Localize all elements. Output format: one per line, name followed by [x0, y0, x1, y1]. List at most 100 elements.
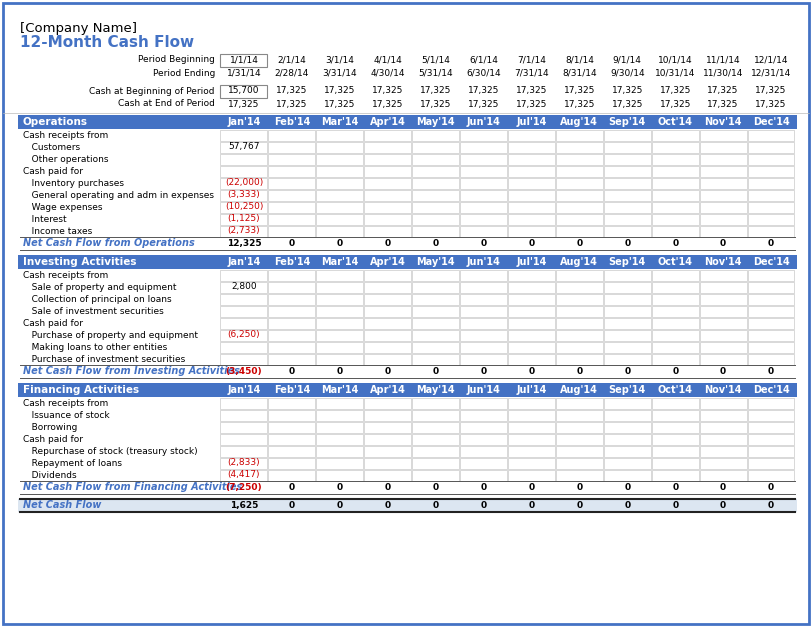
Bar	[603, 201, 650, 213]
Text: Operations: Operations	[23, 117, 88, 127]
Text: Jan'14: Jan'14	[227, 117, 260, 127]
Bar	[603, 446, 650, 456]
Bar	[747, 433, 793, 445]
Text: (22,000): (22,000)	[225, 179, 263, 187]
Text: Apr'14: Apr'14	[369, 117, 406, 127]
Bar	[18, 115, 796, 129]
Bar	[508, 177, 554, 189]
Text: Aug'14: Aug'14	[560, 385, 598, 395]
Text: 0: 0	[576, 367, 581, 376]
Bar	[364, 354, 410, 364]
Bar	[364, 270, 410, 280]
Bar	[556, 433, 602, 445]
Bar	[651, 130, 697, 140]
Bar	[747, 201, 793, 213]
Bar	[268, 201, 315, 213]
Text: 0: 0	[384, 483, 390, 492]
Text: 11/30/14: 11/30/14	[702, 68, 742, 78]
Bar	[603, 154, 650, 164]
Bar	[747, 470, 793, 480]
Bar	[651, 154, 697, 164]
Text: 17,325: 17,325	[515, 100, 547, 108]
Bar	[316, 177, 363, 189]
Text: 2,800: 2,800	[231, 283, 256, 292]
Bar	[460, 470, 506, 480]
Bar	[699, 446, 745, 456]
Bar	[412, 142, 458, 152]
Bar	[651, 189, 697, 201]
Bar	[603, 354, 650, 364]
Text: Nov'14: Nov'14	[703, 117, 741, 127]
Text: Cash paid for: Cash paid for	[23, 167, 83, 176]
Text: 5/31/14: 5/31/14	[418, 68, 453, 78]
Bar	[268, 398, 315, 409]
Text: Mar'14: Mar'14	[320, 257, 358, 267]
Text: Cash at Beginning of Period: Cash at Beginning of Period	[89, 87, 215, 95]
Bar	[508, 226, 554, 236]
Text: Feb'14: Feb'14	[273, 257, 310, 267]
Bar	[316, 433, 363, 445]
Text: 12/1/14: 12/1/14	[753, 56, 787, 65]
Bar	[316, 421, 363, 433]
Bar	[221, 177, 267, 189]
Text: Purchase of investment securities: Purchase of investment securities	[23, 354, 185, 364]
Bar	[747, 154, 793, 164]
Bar	[460, 293, 506, 305]
Text: 17,325: 17,325	[706, 87, 738, 95]
Text: 9/1/14: 9/1/14	[612, 56, 641, 65]
Bar	[460, 201, 506, 213]
Text: Jun'14: Jun'14	[466, 385, 500, 395]
Text: 17,325: 17,325	[706, 100, 738, 108]
Text: 9/30/14: 9/30/14	[609, 68, 644, 78]
Text: Period Beginning: Period Beginning	[138, 56, 215, 65]
Bar	[556, 201, 602, 213]
Bar	[460, 433, 506, 445]
Bar	[18, 383, 796, 397]
Text: 0: 0	[480, 483, 486, 492]
Text: Making loans to other entities: Making loans to other entities	[23, 342, 167, 352]
Bar	[651, 201, 697, 213]
Text: 1,625: 1,625	[230, 501, 258, 510]
Bar	[460, 270, 506, 280]
Text: 0: 0	[528, 483, 534, 492]
Bar	[221, 130, 267, 140]
Bar	[268, 421, 315, 433]
Bar	[603, 166, 650, 176]
Bar	[412, 177, 458, 189]
Text: 0: 0	[767, 501, 773, 510]
Text: 0: 0	[624, 367, 629, 376]
Bar	[364, 201, 410, 213]
Text: Jul'14: Jul'14	[516, 257, 546, 267]
Text: 0: 0	[624, 501, 629, 510]
Bar	[556, 409, 602, 421]
Bar	[316, 330, 363, 340]
Bar	[747, 142, 793, 152]
Bar	[316, 342, 363, 352]
Text: Feb'14: Feb'14	[273, 117, 310, 127]
Text: 17,325: 17,325	[515, 87, 547, 95]
Bar	[316, 354, 363, 364]
Bar	[747, 166, 793, 176]
Bar	[268, 214, 315, 224]
Text: Inventory purchases: Inventory purchases	[23, 179, 124, 187]
Text: Jun'14: Jun'14	[466, 257, 500, 267]
Bar	[268, 142, 315, 152]
Text: Jun'14: Jun'14	[466, 117, 500, 127]
Bar	[603, 214, 650, 224]
Text: Apr'14: Apr'14	[369, 257, 406, 267]
Bar	[508, 317, 554, 329]
Bar	[556, 398, 602, 409]
Bar	[221, 154, 267, 164]
Bar	[603, 470, 650, 480]
Bar	[412, 409, 458, 421]
Bar	[747, 189, 793, 201]
Bar	[316, 470, 363, 480]
Text: 17,325: 17,325	[324, 100, 355, 108]
Bar	[699, 398, 745, 409]
Bar	[412, 226, 458, 236]
Bar	[747, 177, 793, 189]
Bar	[651, 305, 697, 317]
Bar	[221, 342, 267, 352]
Bar	[460, 398, 506, 409]
Bar	[699, 305, 745, 317]
